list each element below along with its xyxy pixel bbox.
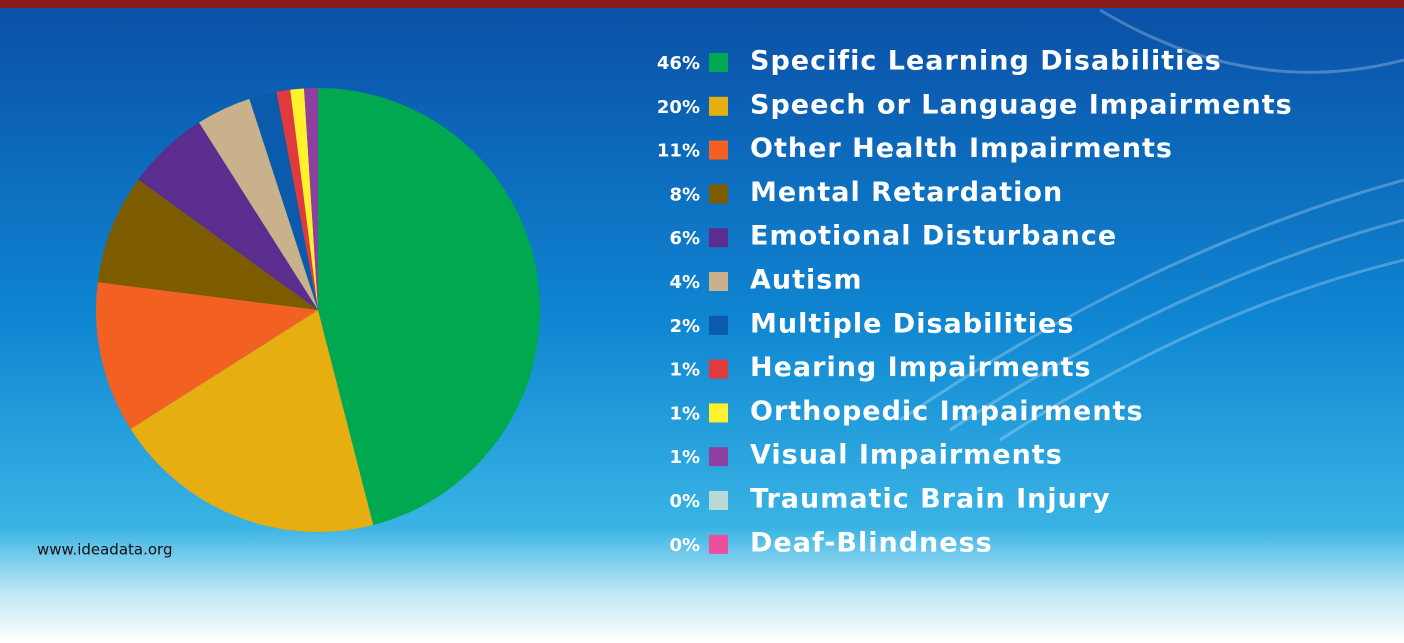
- value-label: 11%: [657, 141, 700, 162]
- slice: [304, 88, 318, 310]
- value-label: 46%: [657, 53, 700, 74]
- top-bar: [0, 0, 1404, 8]
- legend-swatch: [709, 403, 728, 423]
- value-label: 1%: [669, 360, 700, 381]
- legend-swatch: [709, 96, 728, 116]
- legend-swatch: [709, 315, 728, 335]
- legend-swatch: [709, 53, 728, 72]
- slice: [249, 91, 318, 311]
- value-label: 20%: [657, 97, 700, 118]
- legend-label: Mental Retardation: [750, 177, 1063, 208]
- slice: [199, 98, 318, 311]
- legend-swatch: [709, 447, 728, 467]
- legend-label: Emotional Disturbance: [750, 221, 1117, 252]
- legend-label: Orthopedic Impairments: [750, 396, 1144, 427]
- slice: [290, 88, 318, 310]
- slice: [138, 122, 318, 310]
- legend-label: Deaf-Blindness: [750, 527, 993, 558]
- slice: [276, 89, 318, 310]
- slice: [318, 88, 540, 526]
- legend-swatch: [709, 534, 728, 554]
- decoration: [899, 8, 1404, 442]
- value-label: 0%: [669, 491, 700, 512]
- legend-swatch: [709, 272, 728, 291]
- legend-label: Specific Learning Disabilities: [750, 46, 1222, 77]
- legend-label: Other Health Impairments: [750, 133, 1173, 164]
- legend-swatch: [709, 228, 728, 248]
- pie: [96, 88, 540, 532]
- legend-label: Multiple Disabilities: [750, 308, 1074, 339]
- legend-swatch: [709, 140, 728, 160]
- source: www.ideadata.org: [37, 541, 172, 559]
- slice: [97, 179, 318, 310]
- value-label: 4%: [669, 272, 700, 293]
- legend-label: Autism: [750, 265, 862, 296]
- legend-swatch: [709, 184, 728, 204]
- legend-label: Visual Impairments: [750, 440, 1063, 471]
- legend-label: Traumatic Brain Injury: [750, 484, 1111, 515]
- legend-swatch: [709, 359, 728, 379]
- value-label: 0%: [669, 535, 700, 556]
- slice: [96, 282, 318, 429]
- legend-label: Speech or Language Impairments: [750, 89, 1293, 120]
- legend-swatch: [709, 491, 728, 510]
- value-label: 6%: [669, 228, 700, 249]
- legend: 46% Specific Learning Disabilities 20% Spee…: [657, 46, 1293, 559]
- value-label: 2%: [669, 316, 700, 337]
- value-label: 8%: [669, 184, 700, 205]
- value-label: 1%: [669, 403, 700, 424]
- legend-label: Hearing Impairments: [750, 352, 1092, 383]
- slice: [130, 310, 374, 532]
- value-label: 1%: [669, 447, 700, 468]
